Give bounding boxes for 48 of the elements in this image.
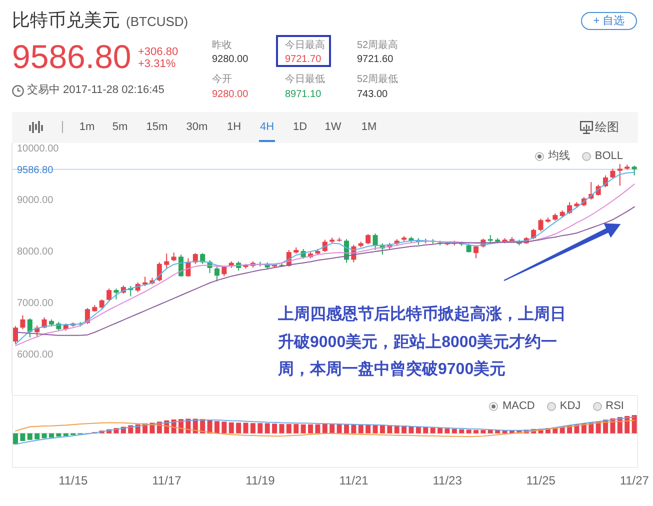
x-tick-label: 11/25 — [526, 474, 556, 488]
text: 52周最高 — [357, 40, 398, 51]
text: 交易中 2017-11-28 02:16:45 — [27, 84, 164, 96]
y-tick-label: 8000.00 — [17, 246, 54, 258]
text: 昨收 — [212, 40, 232, 51]
text: 4H — [260, 120, 274, 132]
text: +3.31% — [138, 58, 176, 70]
text: 1M — [361, 120, 377, 132]
text: (BTCUSD) — [126, 14, 188, 29]
text: 今日最高 — [285, 40, 325, 51]
x-tick-label: 11/17 — [152, 474, 182, 488]
text: 1W — [324, 120, 342, 132]
text: RSI — [606, 400, 624, 412]
text: 今日最低 — [285, 74, 325, 85]
text: 15m — [146, 120, 168, 132]
text: +306.80 — [138, 46, 178, 58]
text: 1D — [292, 120, 308, 132]
text: 9721.70 — [285, 54, 322, 65]
text: 52周最低 — [357, 74, 398, 85]
text: 9280.00 — [212, 89, 248, 100]
text: 1H — [226, 120, 242, 132]
text: 9721.60 — [357, 54, 394, 65]
annotation: 上周四感恩节后比特币掀起高涨，上周日升破9000美元，距站上8000美元才约一周，本周一盘中曾突破9700美元 — [278, 304, 567, 380]
x-tick-label: 11/27 — [620, 474, 650, 488]
text: KDJ — [560, 400, 581, 412]
x-tick-label: 11/23 — [432, 474, 462, 488]
text: 绘图 — [595, 120, 619, 134]
y-tick-label: 7000.00 — [17, 298, 54, 309]
x-tick-label: 11/15 — [58, 474, 88, 488]
x-tick-label: 11/19 — [246, 474, 276, 488]
text: MACD — [502, 400, 535, 412]
text: 比特币兑美元 — [12, 10, 120, 30]
ref-line-label: 9586.80 — [17, 164, 54, 176]
text: 743.00 — [357, 89, 388, 100]
text: 1m — [79, 120, 95, 132]
x-tick-label: 11/21 — [339, 474, 369, 488]
y-tick-label: 9000.00 — [17, 195, 54, 206]
add-button: + 自选 — [581, 12, 637, 30]
text: 今开 — [212, 74, 232, 85]
text: 5m — [112, 120, 128, 132]
annotation: 均线 — [548, 150, 570, 162]
text: 9280.00 — [212, 54, 248, 65]
y-tick-label: 10000.00 — [17, 144, 60, 155]
text: 9586.80 — [12, 38, 132, 75]
annotation: BOLL — [594, 150, 623, 162]
y-tick-label: 6000.00 — [17, 349, 54, 360]
text: 30m — [186, 120, 208, 132]
text: 8971.10 — [285, 89, 322, 100]
